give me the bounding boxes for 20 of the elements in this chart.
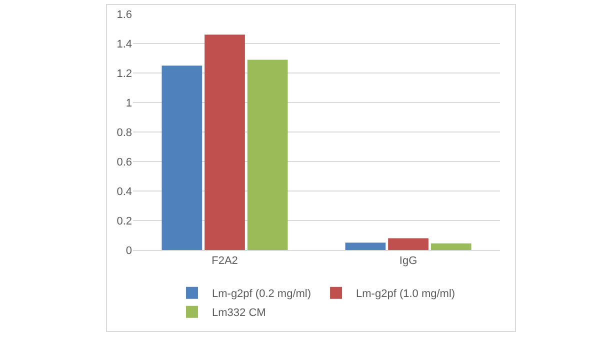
bar [345, 242, 386, 250]
x-tick-label: F2A2 [212, 255, 238, 268]
y-tick-label: 1.2 [116, 68, 132, 80]
y-tick-label: 0.2 [116, 215, 132, 228]
y-tick-label: 0.8 [116, 126, 132, 139]
y-tick-label: 0 [126, 244, 132, 257]
bar [204, 34, 245, 250]
y-tick-label: 1 [126, 97, 132, 110]
y-tick-label: 1.6 [116, 8, 132, 21]
bar [388, 238, 428, 250]
legend-label: Lm-g2pf (0.2 mg/ml) [212, 288, 312, 300]
bar [162, 66, 202, 250]
y-tick-label: 0.4 [116, 186, 132, 198]
x-tick-label: IgG [399, 255, 418, 268]
y-tick-label: 0.6 [116, 156, 132, 168]
bar [247, 60, 288, 250]
bar [430, 243, 472, 250]
legend-label: Lm-g2pf (1.0 mg/ml) [356, 288, 456, 300]
legend-label: Lm332 CM [212, 307, 266, 320]
y-tick-label: 1.4 [116, 38, 132, 50]
